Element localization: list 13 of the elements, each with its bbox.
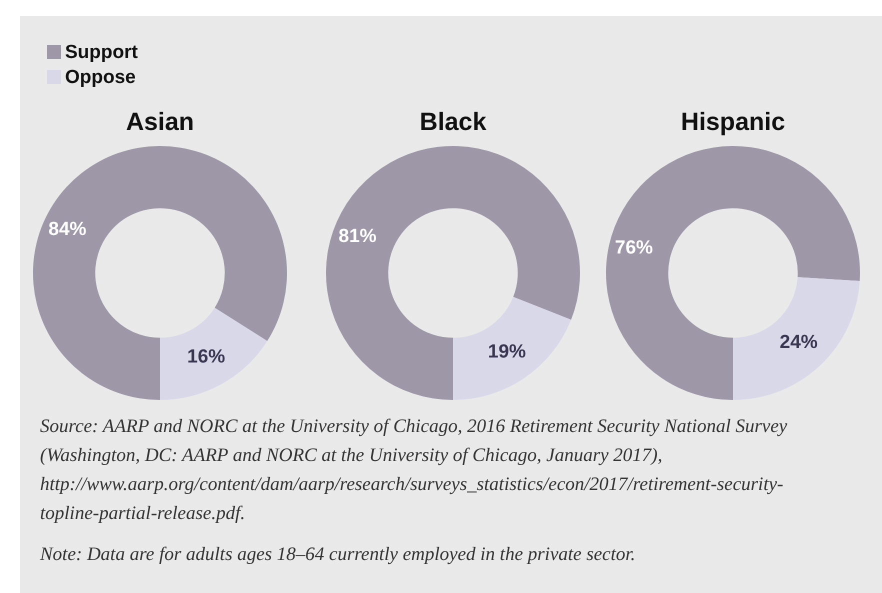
data-label: 24%	[780, 332, 818, 354]
text: Note: Data are for adults ages 18–64 currently employed in the private sector.	[40, 543, 636, 567]
data-label: 84%	[48, 219, 87, 240]
chart-title: Black	[420, 108, 486, 136]
data-label: 16%	[187, 346, 226, 368]
chart-title: Hispanic	[680, 108, 786, 136]
data-label: 76%	[614, 238, 654, 259]
legend-label: Oppose	[64, 66, 137, 90]
data-label: 81%	[338, 226, 377, 247]
text: Asian	[126, 108, 194, 136]
data-label: 19%	[488, 342, 526, 363]
source-note: Source: AARP and NORC at the University of Chicago, 2016 Retirement Security National Survey (Washington, DC: AARP and NORC at the University of Chicago, January 2017), http://www.aarp.org/content/dam/aarp/research/surveys_statistics/econ/2017/retirement-security-topline-partial-release.pdf.	[40, 415, 788, 526]
legend-label: Support	[64, 41, 138, 65]
